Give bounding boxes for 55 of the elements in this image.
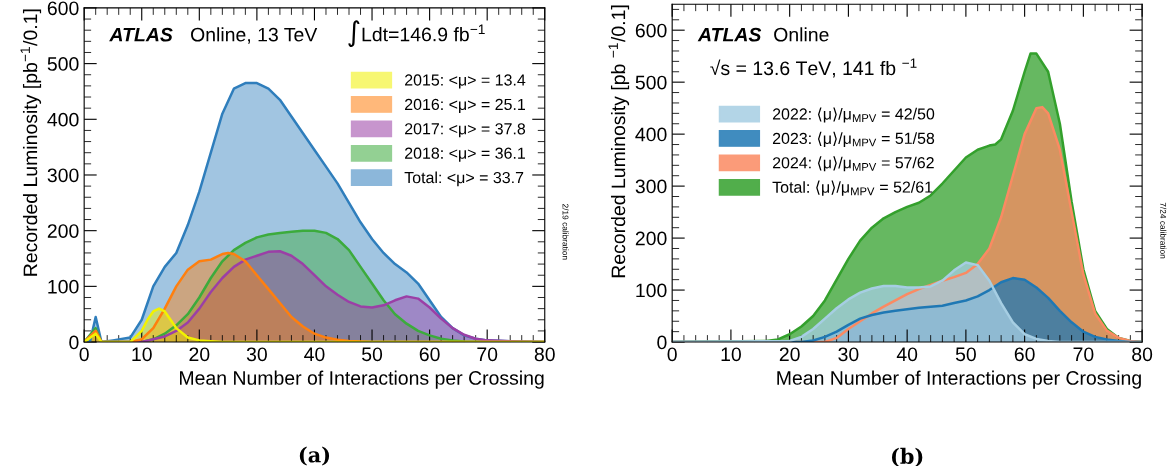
legend-label: 2016: <μ> = 25.1 <box>405 98 525 113</box>
x-tick-label: 80 <box>534 347 555 362</box>
legend-label: Total: ⟨μ⟩/μ$_{MPV}$ = 52/61 <box>772 180 933 196</box>
text: 2/19 calibration <box>562 203 569 260</box>
y-tick-label: 500 <box>47 57 79 71</box>
x-tick-label: 10 <box>132 347 152 362</box>
legend-label: 2022: ⟨μ⟩/μ$_{MPV}$ = 42/50 <box>772 107 935 123</box>
y-tick-label: 100 <box>636 283 667 298</box>
y-tick-label: 0 <box>657 335 667 350</box>
legend-label: 2018: <μ> = 36.1 <box>405 147 525 162</box>
x-tick-label: 20 <box>189 347 210 362</box>
x-tick-label: 70 <box>477 347 498 362</box>
annotation: Online <box>774 27 829 42</box>
x-tick-label: 50 <box>362 347 383 362</box>
x-tick-label: 50 <box>955 347 976 362</box>
legend-label: 2024: ⟨μ⟩/μ$_{MPV}$ = 57/62 <box>772 156 934 172</box>
x-tick-label: 40 <box>304 347 325 362</box>
annotation: ATLAS <box>697 27 762 42</box>
y-tick-label: 500 <box>635 75 667 90</box>
legend-label: 2017: <μ> = 37.8 <box>405 123 526 138</box>
text: (a) <box>299 446 330 466</box>
x-tick-label: 40 <box>896 347 918 362</box>
legend-label: 2015: <μ> = 13.4 <box>405 74 526 89</box>
x-tick-label: 80 <box>1132 347 1153 362</box>
y-tick-label: 200 <box>635 231 667 246</box>
x-tick-label: 0 <box>667 347 677 362</box>
y-axis-title: Recorded Luminosity [pb $^{−1}$/0.1] <box>608 5 630 278</box>
y-tick-label: 300 <box>47 168 79 183</box>
x-axis-title: Mean Number of Interactions per Crossing <box>180 370 544 389</box>
text: 7/24 calibration <box>1160 202 1167 259</box>
x-tick-label: 0 <box>79 347 89 362</box>
y-tick-label: 400 <box>47 112 79 127</box>
y-tick-label: 300 <box>635 179 667 194</box>
y-tick-label: 200 <box>47 224 79 238</box>
y-axis-title: Recorded Luminosity [pb$^{−1}$/0.1] <box>20 9 42 276</box>
y-tick-label: 100 <box>48 279 79 294</box>
y-tick-label: 600 <box>47 1 79 16</box>
annotation: ∫Ldt=146.9 fb$^{−1}$ <box>348 20 485 47</box>
annotation: Online, 13 TeV <box>191 27 318 44</box>
x-tick-label: 30 <box>838 347 859 362</box>
x-tick-label: 10 <box>721 347 741 362</box>
x-tick-label: 60 <box>419 347 440 362</box>
annotation: ATLAS <box>109 27 173 42</box>
legend-label: Total: <μ> = 33.7 <box>404 171 524 187</box>
y-tick-label: 0 <box>69 335 79 350</box>
text: (b) <box>891 447 923 466</box>
x-tick-label: 20 <box>779 347 800 362</box>
x-axis-title: Mean Number of Interactions per Crossing <box>777 370 1141 389</box>
annotation: √s = 13.6 TeV, 141 fb $^{−1}$ <box>710 58 917 78</box>
legend-label: 2023: ⟨μ⟩/μ$_{MPV}$ = 51/58 <box>772 131 935 147</box>
x-tick-label: 60 <box>1014 347 1035 362</box>
y-tick-label: 600 <box>635 23 667 38</box>
y-tick-label: 400 <box>635 127 667 142</box>
x-tick-label: 70 <box>1073 347 1094 362</box>
x-tick-label: 30 <box>246 347 267 362</box>
